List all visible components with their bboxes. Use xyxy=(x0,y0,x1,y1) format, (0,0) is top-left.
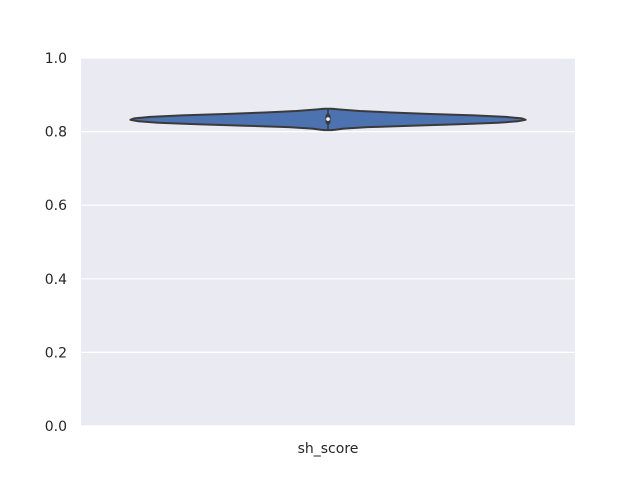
y-tick-label: 0.6 xyxy=(45,198,67,214)
violin-median-point xyxy=(326,117,330,121)
y-tick-label: 0.4 xyxy=(45,272,67,288)
y-tick-label: 1.0 xyxy=(45,51,67,67)
x-tick-label: sh_score xyxy=(298,441,359,457)
y-axis: 0.0 0.2 0.4 0.6 0.8 1.0 xyxy=(45,51,67,435)
x-axis: sh_score xyxy=(298,441,359,457)
y-tick-label: 0.8 xyxy=(45,125,67,141)
y-tick-label: 0.2 xyxy=(45,345,67,361)
grid-lines xyxy=(81,57,575,427)
violins xyxy=(129,107,527,132)
y-tick-label: 0.0 xyxy=(45,419,67,435)
